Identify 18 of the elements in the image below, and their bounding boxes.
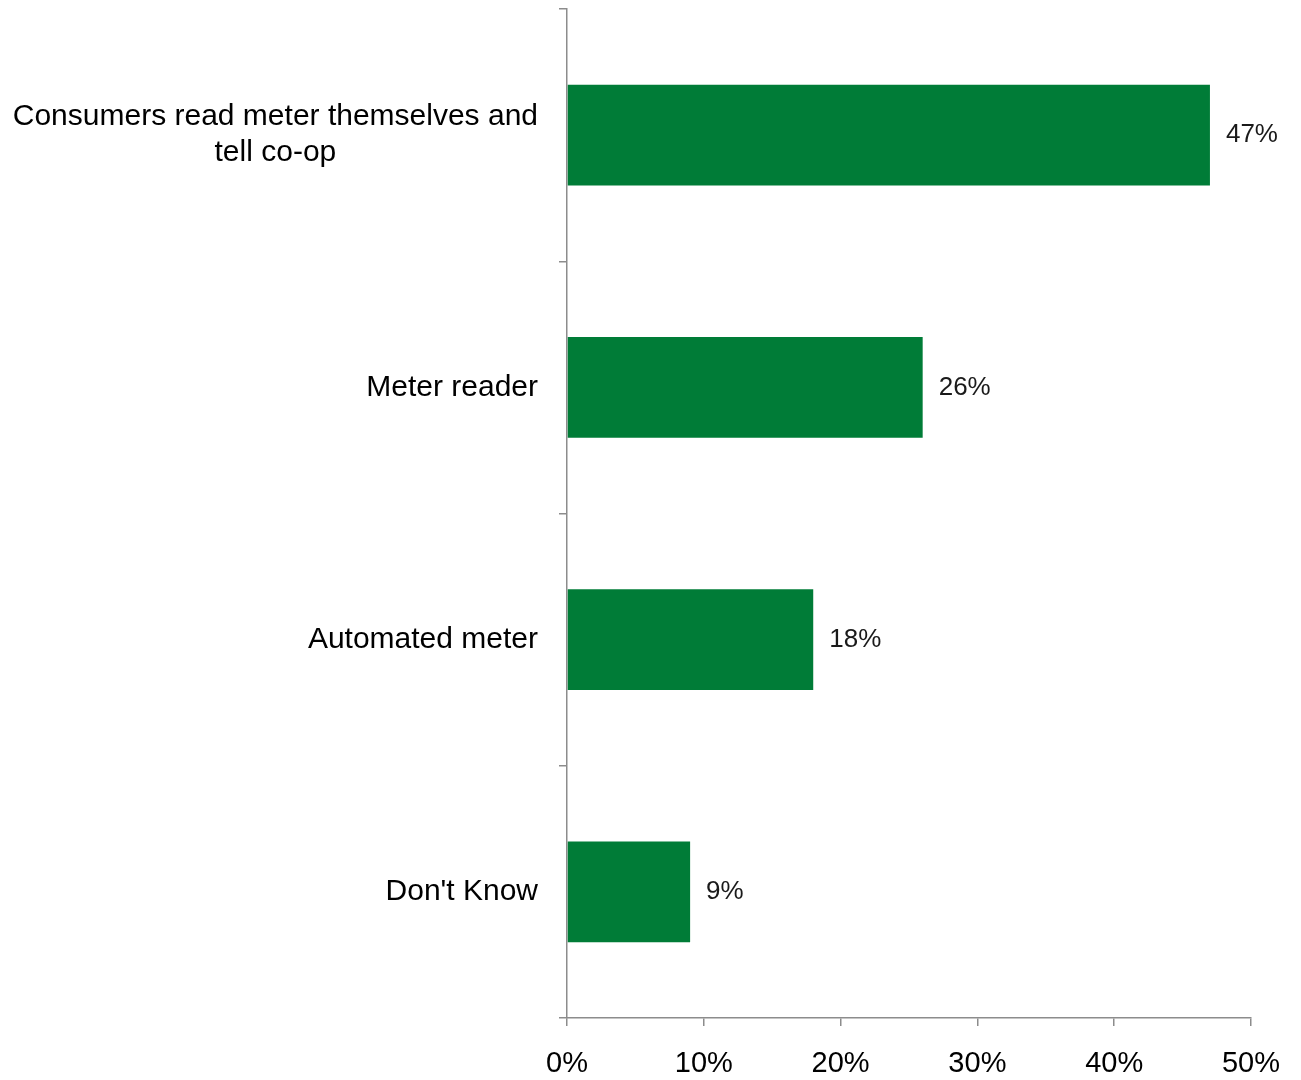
y-tick-label: Don't Know [385,873,539,907]
y-tick-label: Consumers read meter themselves and tell co-op [12,98,538,168]
data-label: 9% [706,875,744,906]
data-label: 47% [1225,118,1278,149]
y-tick-label: Automated meter [307,620,539,654]
data-label: 26% [938,370,991,401]
bar [567,84,1210,186]
x-tick-label: 40% [1085,1046,1144,1079]
bar [567,336,923,438]
data-label: 18% [829,622,882,653]
bar [567,841,691,943]
x-tick-label: 20% [811,1046,870,1079]
y-tick-label: Meter reader [366,368,539,402]
x-tick-label: 0% [546,1046,588,1079]
x-tick-label: 30% [948,1046,1007,1079]
x-tick-label: 50% [1221,1046,1280,1079]
bar [567,589,814,691]
x-tick-label: 10% [674,1046,733,1079]
